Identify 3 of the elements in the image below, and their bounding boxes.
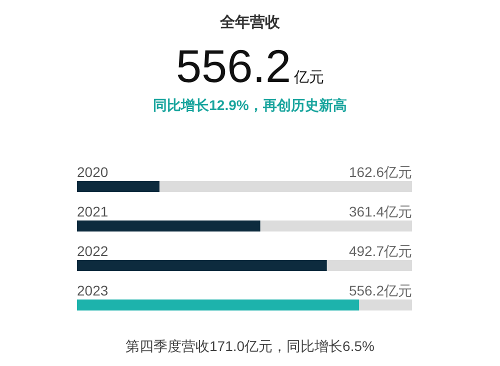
annotation: 同比增长12.9%，再创历史新高 bbox=[153, 97, 347, 113]
title: 全年营收 bbox=[220, 14, 280, 31]
annotation: 第四季度营收171.0亿元，同比增长6.5% bbox=[126, 338, 374, 354]
